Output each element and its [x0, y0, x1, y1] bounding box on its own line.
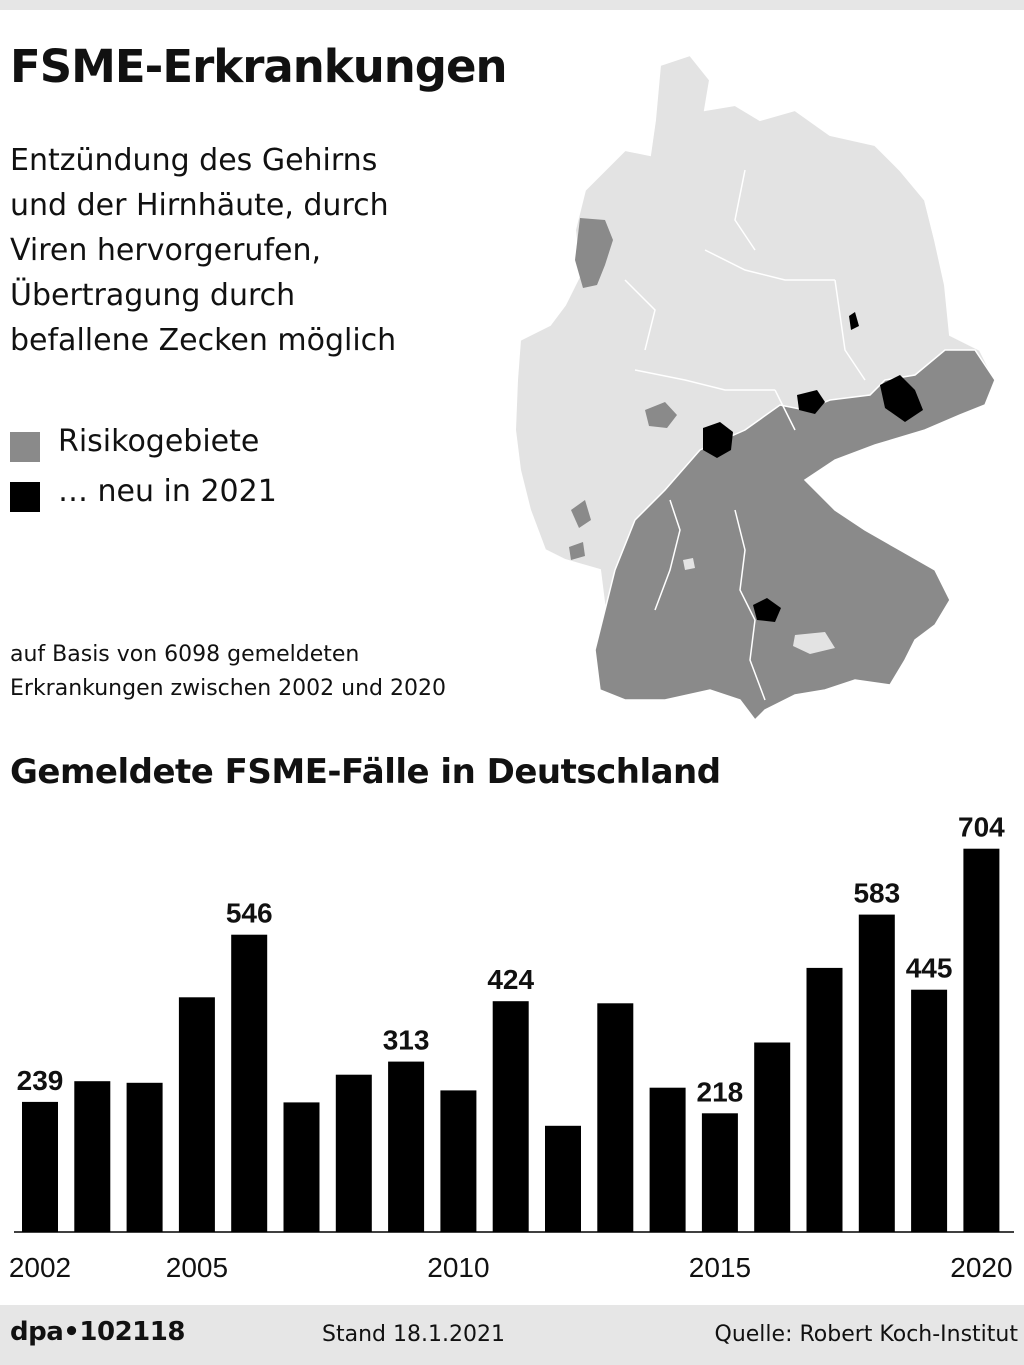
- stand-date: Stand 18.1.2021: [322, 1322, 505, 1347]
- germany-map: [513, 53, 997, 722]
- x-tick-label-2010: 2010: [427, 1252, 489, 1283]
- description: Entzündung des Gehirns und der Hirnhäute…: [10, 138, 490, 363]
- map-risk-region: [571, 500, 591, 528]
- map-new-region: [703, 422, 733, 458]
- map-state-borders: [624, 169, 866, 701]
- value-label-2020: 704: [958, 812, 1005, 843]
- top-bar: [0, 0, 1024, 10]
- bar-2006: [231, 934, 268, 1232]
- bar-2016: [754, 1042, 791, 1232]
- description-line: Entzündung des Gehirns: [10, 143, 378, 178]
- legend-swatch-risk: [10, 432, 40, 462]
- page-title: FSME-Erkrankungen: [10, 40, 508, 93]
- map-new-region: [753, 598, 781, 622]
- bar-2014: [649, 1087, 686, 1232]
- basis-line: Erkrankungen zwischen 2002 und 2020: [10, 676, 446, 701]
- bars-group: [22, 848, 1000, 1232]
- x-tick-label-2015: 2015: [689, 1252, 751, 1283]
- bar-2003: [74, 1081, 111, 1232]
- bar-2012: [545, 1125, 581, 1232]
- bar-2011: [492, 1001, 529, 1232]
- bar-2002: [22, 1101, 58, 1232]
- basis-note: auf Basis von 6098 gemeldeten Erkrankung…: [10, 638, 446, 706]
- basis-line: auf Basis von 6098 gemeldeten: [10, 642, 360, 667]
- map-new-region: [849, 312, 859, 330]
- legend-label-new: … neu in 2021: [58, 474, 277, 509]
- legend-label-risk: Risikogebiete: [58, 424, 260, 459]
- x-tick-label-2005: 2005: [166, 1252, 228, 1283]
- map-risk-region-south: [594, 349, 996, 722]
- bar-2004: [126, 1082, 163, 1232]
- chart-title: Gemeldete FSME-Fälle in Deutschland: [10, 752, 721, 792]
- bar-2015: [701, 1113, 738, 1232]
- footer: dpa•102118 Stand 18.1.2021 Quelle: Rober…: [0, 1305, 1024, 1365]
- bar-2005: [178, 997, 215, 1232]
- description-line: Übertragung durch: [10, 278, 296, 313]
- value-label-2002: 239: [17, 1065, 64, 1096]
- value-label-2006: 546: [226, 898, 273, 929]
- map-risk-region: [575, 218, 613, 288]
- bar-2020: [963, 848, 1000, 1232]
- bar-2017: [806, 967, 843, 1232]
- map-base-pocket: [793, 632, 835, 654]
- description-line: befallene Zecken möglich: [10, 323, 397, 358]
- value-label-2009: 313: [383, 1025, 430, 1056]
- bar-2013: [597, 1003, 634, 1232]
- map-new-region: [797, 390, 825, 414]
- source-note: Quelle: Robert Koch-Institut: [714, 1322, 1018, 1347]
- map-risk-region: [645, 402, 677, 428]
- value-label-2011: 424: [487, 964, 534, 995]
- map-new-region: [880, 375, 923, 422]
- bar-2007: [283, 1102, 320, 1232]
- map-base-pocket: [683, 558, 695, 570]
- x-tick-labels-group: 2002 2005 2010 2015 2020: [9, 1252, 1013, 1283]
- bar-2009: [388, 1061, 425, 1232]
- map-risk-region: [569, 542, 585, 560]
- value-label-2019: 445: [906, 953, 953, 984]
- value-label-2015: 218: [697, 1076, 744, 1107]
- bar-2018: [858, 914, 895, 1232]
- value-label-2018: 583: [853, 878, 900, 909]
- bar-2008: [335, 1074, 372, 1232]
- legend-swatch-new: [10, 482, 40, 512]
- description-line: und der Hirnhäute, durch: [10, 188, 389, 223]
- description-line: Viren hervorgerufen,: [10, 233, 322, 268]
- value-labels-group: 239 546 313 424 218 583 445 704: [17, 812, 1006, 1108]
- dpa-logo: dpa•102118: [10, 1317, 185, 1347]
- bar-2019: [911, 989, 948, 1232]
- x-tick-label-2020: 2020: [950, 1252, 1012, 1283]
- x-tick-label-2002: 2002: [9, 1252, 71, 1283]
- bar-2010: [440, 1090, 477, 1232]
- bar-chart: 239 546 313 424 218 583 445 704 2002 2005 2010 201…: [9, 812, 1014, 1283]
